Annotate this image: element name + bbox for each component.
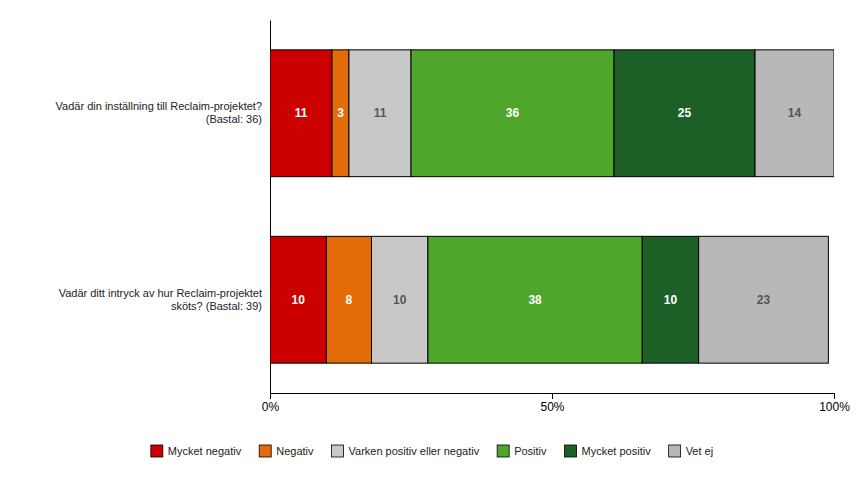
data-label: 36 <box>506 106 520 120</box>
bar <box>270 50 332 177</box>
bar <box>372 236 428 363</box>
legend-item: Positiv <box>497 445 547 457</box>
legend: Mycket negativ Negativ Varken positiv elle… <box>151 445 713 457</box>
x-tick-mark <box>270 393 271 399</box>
data-label: 3 <box>337 106 344 120</box>
legend-item: Mycket positiv <box>565 445 652 457</box>
y-tick-label-line: Vadär ditt intryck av hur Reclaim-projek… <box>59 287 262 299</box>
data-label: 23 <box>757 293 771 307</box>
y-tick-label-line: Vadär din inställning till Reclaim-proje… <box>56 100 262 112</box>
series <box>699 50 834 363</box>
bars <box>270 50 834 363</box>
y-axis: Vadär ditt intryck av hur Reclaim-projek… <box>56 21 271 394</box>
x-tick: 100% <box>819 393 850 414</box>
bar <box>642 236 698 363</box>
legend-label: Negativ <box>276 445 314 457</box>
plot: 0% 50% 100% Vadär ditt intryck av hur Recla… <box>56 21 851 414</box>
bar <box>326 236 371 363</box>
data-label: 11 <box>295 106 308 120</box>
y-tick-label-line: (Bastal: 36) <box>206 113 262 125</box>
legend-label: Varken positiv eller negativ <box>349 445 480 457</box>
data-label: 10 <box>664 293 678 307</box>
bar <box>755 50 834 177</box>
x-axis-line <box>271 394 835 400</box>
x-tick: 50% <box>540 393 564 414</box>
x-tick-label: 100% <box>819 400 850 414</box>
y-tick-label: Vadär ditt intryck av hur Reclaim-projek… <box>59 287 262 312</box>
data-labels: 10 11 8 3 10 11 38 36 10 25 23 14 <box>292 106 802 307</box>
bar <box>270 236 326 363</box>
bar <box>428 236 642 363</box>
data-label: 8 <box>346 293 353 307</box>
x-tick-mark <box>552 393 553 399</box>
legend-label: Vet ej <box>686 445 714 457</box>
series <box>411 50 642 363</box>
data-label: 25 <box>678 106 692 120</box>
x-tick-label: 0% <box>262 400 280 414</box>
legend-item: Vet ej <box>669 445 714 457</box>
legend-item: Mycket negativ <box>151 445 242 457</box>
bar <box>699 236 829 363</box>
y-tick-label-line: sköts? (Bastal: 39) <box>171 300 262 312</box>
bar <box>411 50 614 177</box>
legend-item: Varken positiv eller negativ <box>332 445 480 457</box>
legend-swatch <box>151 445 163 457</box>
legend-swatch <box>259 445 271 457</box>
legend-swatch <box>669 445 681 457</box>
x-tick: 0% <box>262 393 280 414</box>
legend-swatch <box>332 445 344 457</box>
x-tick-mark <box>834 393 835 399</box>
legend-label: Positiv <box>514 445 547 457</box>
y-tick: Vadär ditt intryck av hur Reclaim-projek… <box>59 287 270 312</box>
legend-swatch <box>565 445 577 457</box>
y-tick-label: Vadär din inställning till Reclaim-proje… <box>56 100 262 125</box>
legend-item: Negativ <box>259 445 314 457</box>
data-label: 10 <box>292 293 306 307</box>
data-label: 10 <box>393 293 407 307</box>
data-label: 11 <box>374 106 387 120</box>
legend-label: Mycket negativ <box>168 445 242 457</box>
series <box>270 50 332 363</box>
data-label: 14 <box>788 106 802 120</box>
bar <box>332 50 349 177</box>
y-tick: Vadär din inställning till Reclaim-proje… <box>56 100 270 125</box>
x-axis: 0% 50% 100% <box>262 393 850 414</box>
bar <box>349 50 411 177</box>
legend-swatch <box>497 445 509 457</box>
bar <box>614 50 755 177</box>
legend-label: Mycket positiv <box>582 445 652 457</box>
chart: 0% 50% 100% Vadär ditt intryck av hur Recla… <box>0 0 864 483</box>
x-tick-label: 50% <box>540 400 564 414</box>
data-label: 38 <box>528 293 542 307</box>
